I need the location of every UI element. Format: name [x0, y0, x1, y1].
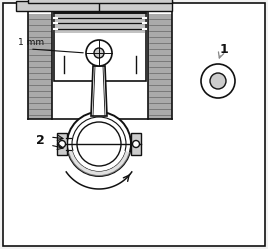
Bar: [131, 133, 141, 155]
Bar: [148, 14, 172, 119]
Text: 1 mm: 1 mm: [18, 38, 44, 47]
Wedge shape: [73, 144, 125, 171]
Bar: [16, 1, 102, 11]
Bar: [54, 13, 146, 33]
Circle shape: [132, 140, 140, 147]
Polygon shape: [91, 66, 107, 116]
Circle shape: [72, 117, 126, 171]
Circle shape: [77, 122, 121, 166]
Circle shape: [86, 40, 112, 66]
Bar: [54, 13, 146, 81]
Circle shape: [210, 73, 226, 89]
Circle shape: [67, 112, 131, 176]
Text: 1: 1: [219, 43, 228, 56]
Bar: [28, 0, 172, 3]
Wedge shape: [68, 144, 130, 176]
Circle shape: [201, 64, 235, 98]
Bar: [52, 11, 148, 119]
Text: 2: 2: [36, 134, 44, 147]
Bar: [28, 14, 52, 119]
Bar: [57, 133, 67, 155]
Circle shape: [94, 48, 104, 58]
Bar: [99, 1, 172, 11]
Circle shape: [58, 140, 65, 147]
